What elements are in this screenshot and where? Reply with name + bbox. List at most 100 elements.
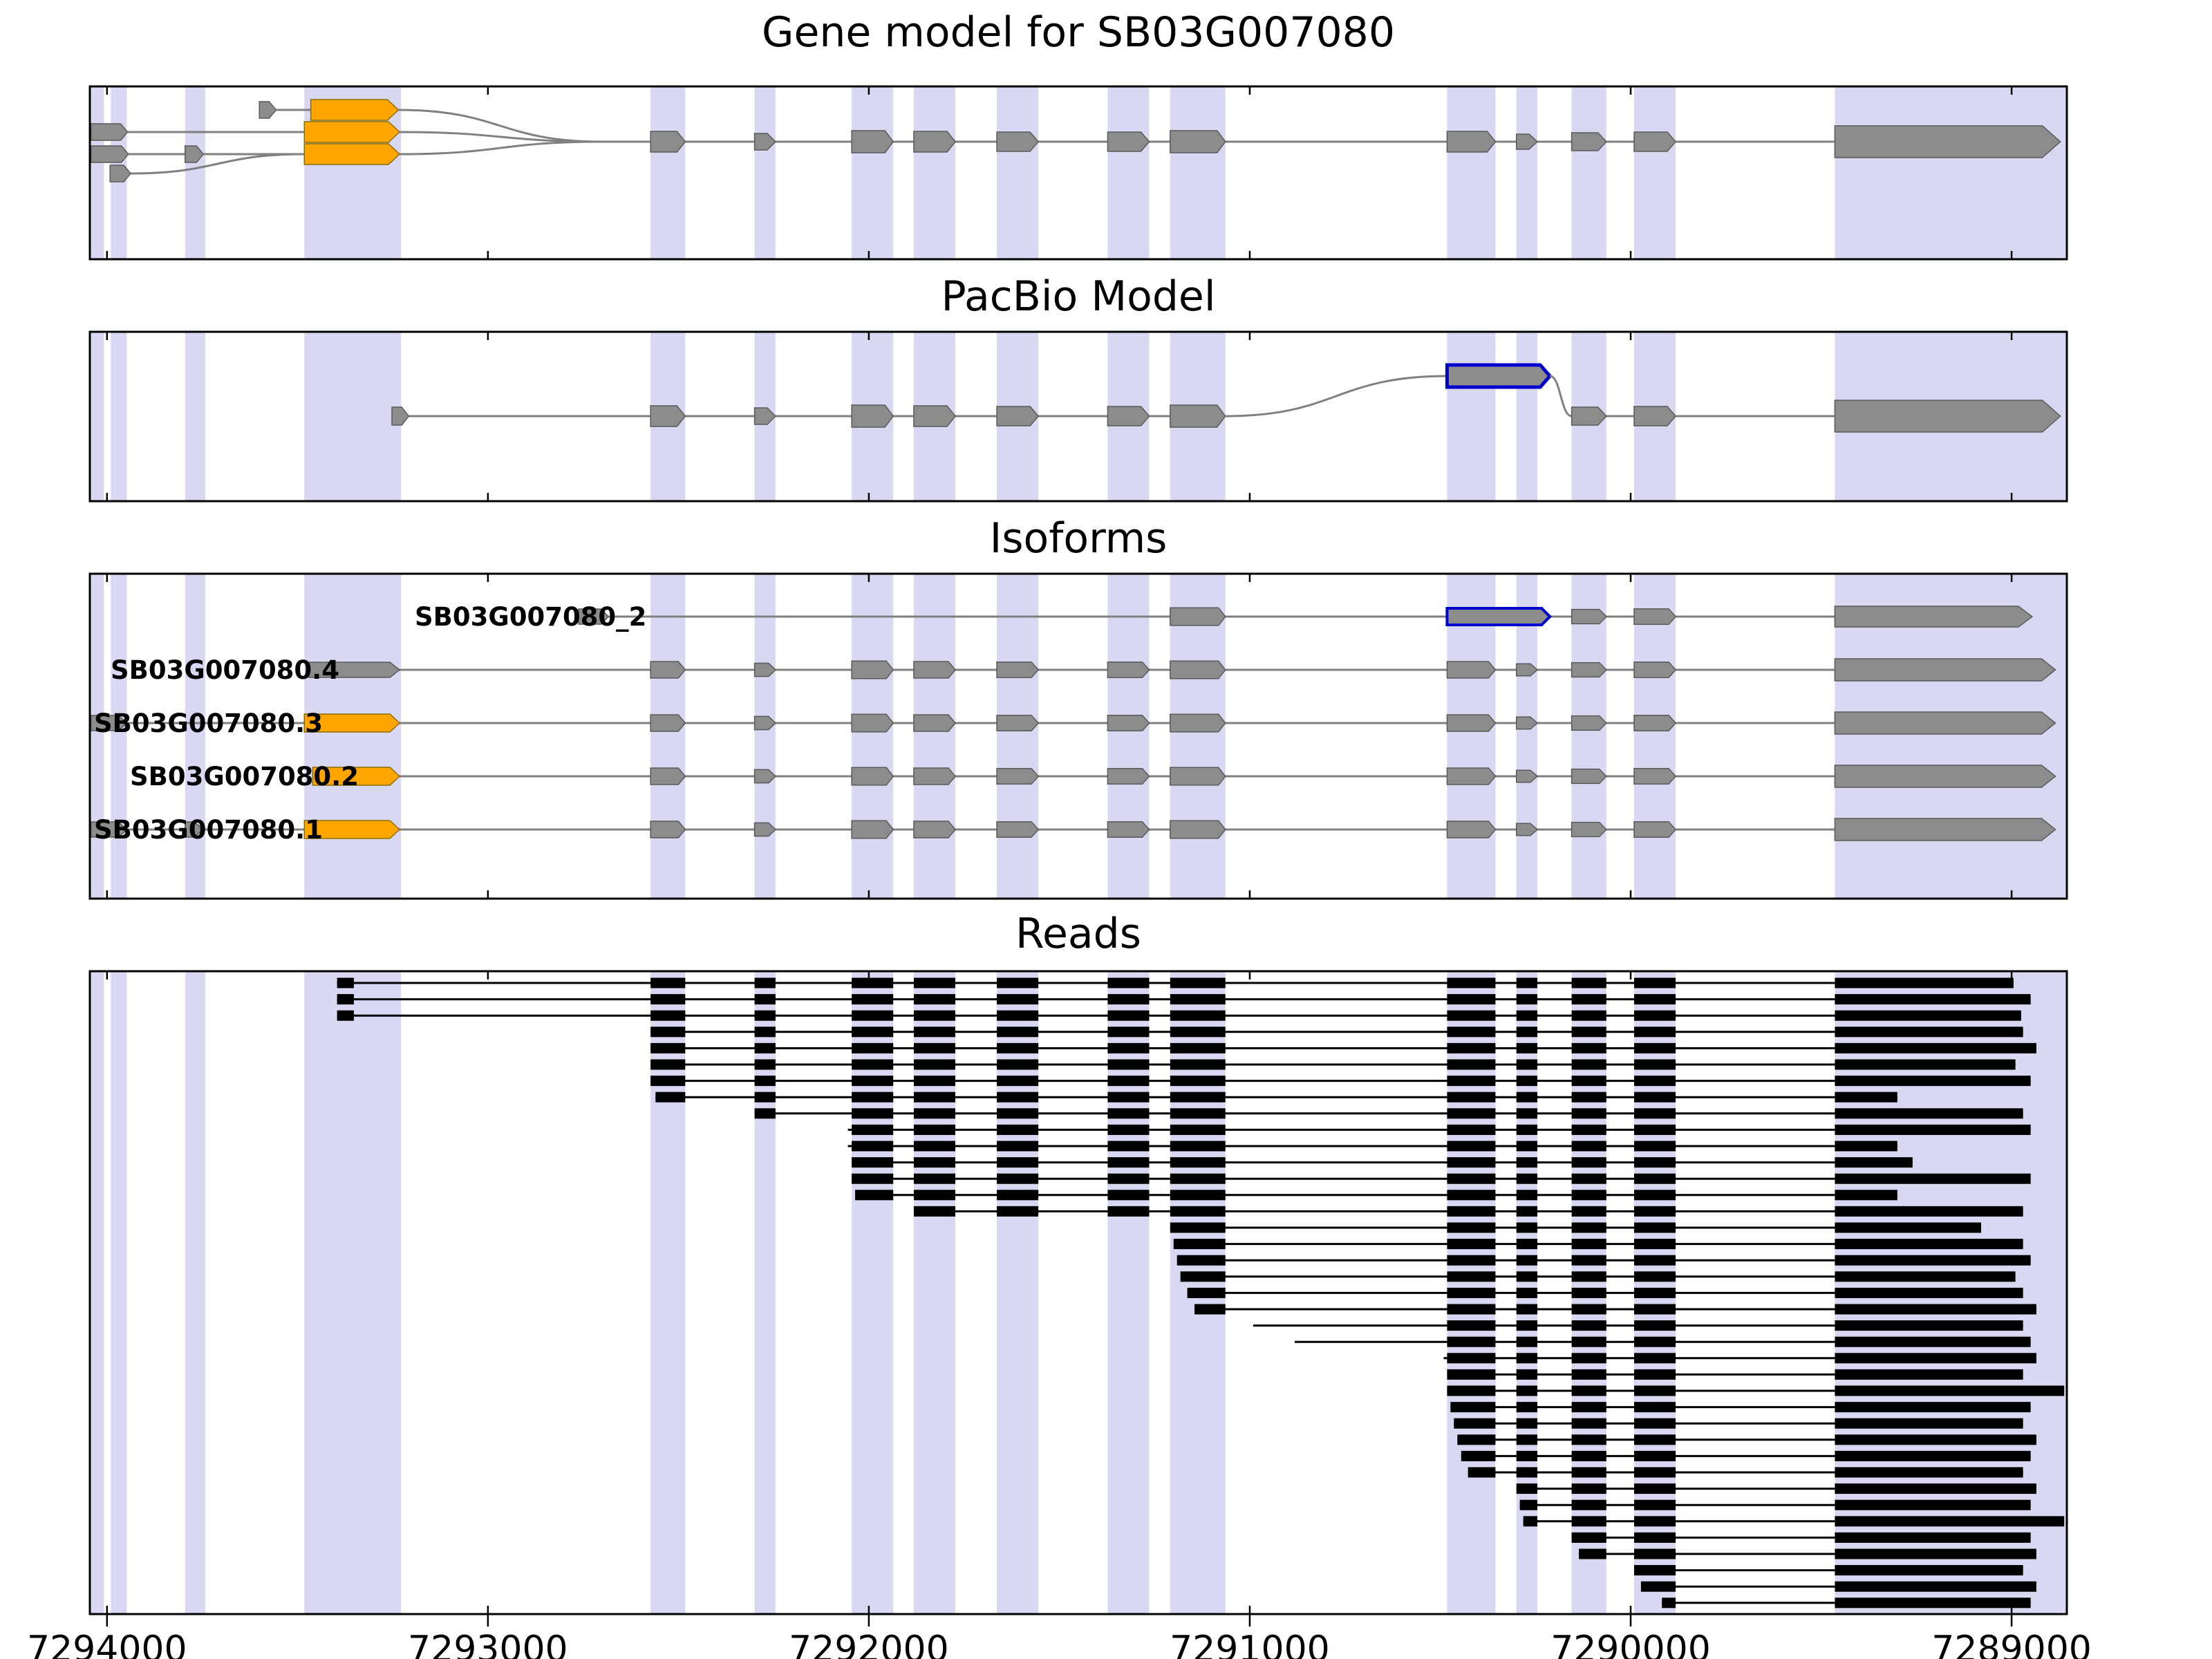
read-block <box>337 977 354 988</box>
read-block <box>1633 1173 1676 1184</box>
read-block <box>1516 1450 1538 1461</box>
terminal-exon <box>1834 711 2056 735</box>
cds-exon <box>851 130 894 153</box>
cds-exon <box>913 131 956 153</box>
read-block <box>1107 1059 1150 1070</box>
isoform-exon <box>851 713 894 733</box>
read-block <box>997 1157 1039 1168</box>
read-block <box>1516 1206 1538 1217</box>
read-block <box>1571 1532 1606 1543</box>
read-block <box>1447 1141 1496 1152</box>
read-block <box>852 1124 894 1135</box>
read-block <box>337 994 354 1005</box>
isoform-exon <box>1170 660 1226 679</box>
read-block <box>1633 1027 1676 1038</box>
exon-band <box>852 86 894 259</box>
read-block <box>1835 1483 2036 1494</box>
panel-border <box>88 970 2068 1615</box>
x-axis: 7294000 7293000 7292000 7291000 7290000 72890… <box>27 1614 2092 1659</box>
read-block <box>997 1141 1039 1152</box>
read-block <box>1633 1059 1676 1070</box>
read-block <box>1107 1027 1150 1038</box>
read-block <box>1835 1173 2031 1184</box>
read-block <box>852 1076 894 1087</box>
read-block <box>852 977 894 988</box>
read-block <box>1633 1402 1676 1413</box>
isoform-exon <box>1170 820 1226 839</box>
read-block <box>1835 1450 2031 1461</box>
read-block <box>1516 1157 1538 1168</box>
read-block <box>1571 1353 1606 1364</box>
read-block <box>1633 1141 1676 1152</box>
read-block <box>1835 1548 2036 1559</box>
cds-exon <box>913 405 956 427</box>
read-block <box>1107 1010 1150 1021</box>
read-block <box>1523 1516 1538 1527</box>
read-block <box>754 1059 776 1070</box>
read-block <box>1633 1418 1676 1429</box>
read-block <box>1835 1287 2023 1298</box>
read-block <box>1571 1157 1606 1168</box>
cds-exon <box>996 131 1040 152</box>
read-block <box>1447 1091 1496 1103</box>
read-block <box>1516 1467 1538 1478</box>
alt-first-exon <box>310 99 400 121</box>
read-block <box>1571 1287 1606 1298</box>
isoform-exon <box>1107 768 1150 785</box>
read-block <box>1571 1304 1606 1315</box>
read-block <box>1571 1402 1606 1413</box>
read-block <box>1571 1271 1606 1282</box>
read-block <box>1516 1027 1538 1038</box>
read-block <box>1516 1271 1538 1282</box>
read-block <box>1107 1157 1150 1168</box>
read-block <box>754 1042 776 1053</box>
isoform-exon <box>1633 715 1677 731</box>
read-block <box>1633 1385 1676 1396</box>
read-block <box>1571 1385 1606 1396</box>
read-block <box>1516 1124 1538 1135</box>
read-block <box>1835 1304 2036 1315</box>
read-block <box>1177 1255 1226 1266</box>
read-block <box>1447 1027 1496 1038</box>
read-block <box>1835 1239 2023 1250</box>
read-block <box>1516 1141 1538 1152</box>
read-block <box>1170 994 1226 1005</box>
read-block <box>650 1042 686 1053</box>
read-block <box>913 1157 956 1168</box>
read-block <box>1835 977 2014 988</box>
read-block <box>852 1141 894 1152</box>
read-block <box>1633 1010 1676 1021</box>
read-block <box>1835 1141 1897 1152</box>
isoform-exon <box>753 769 776 784</box>
read-block <box>1835 1157 1913 1168</box>
read-block <box>997 1027 1039 1038</box>
read-block <box>1633 1157 1676 1168</box>
read-block <box>913 1091 956 1103</box>
read-block <box>1662 1597 1676 1609</box>
read-block <box>1633 1353 1676 1364</box>
isoform-exon <box>1633 662 1677 678</box>
read-block <box>1571 1108 1606 1119</box>
exon-band <box>650 86 686 259</box>
read-block <box>1571 1059 1606 1070</box>
terminal-exon <box>1834 400 2061 433</box>
isoform-exon <box>913 661 956 679</box>
read-block <box>852 1173 894 1184</box>
read-block <box>1835 1467 2023 1478</box>
read-block <box>1571 1190 1606 1201</box>
read-block <box>1835 1418 2023 1429</box>
read-block <box>1835 1091 1897 1103</box>
exon-band <box>1571 574 1606 899</box>
cds-exon <box>650 131 686 153</box>
utr-exon <box>259 101 277 119</box>
isoform-exon <box>996 821 1040 838</box>
read-block <box>1447 994 1496 1005</box>
read-block <box>1516 1385 1538 1396</box>
read-block <box>1633 1483 1676 1494</box>
exon-band <box>91 332 104 501</box>
read-block <box>1447 1173 1496 1184</box>
read-block <box>1170 1173 1226 1184</box>
read-block <box>1107 1042 1150 1053</box>
